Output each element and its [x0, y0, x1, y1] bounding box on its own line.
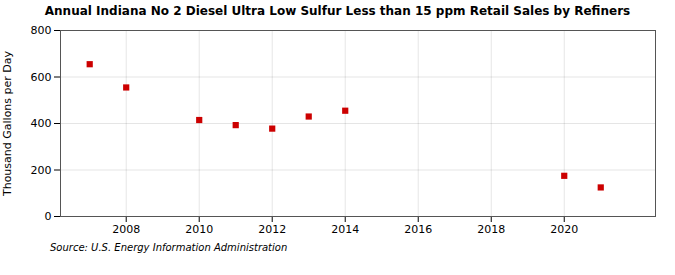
svg-text:400: 400 [31, 117, 52, 130]
html-text:Annual Indiana No 2 Diesel Ult: Annual Indiana No 2 Diesel Ultra Low Sul… [44, 4, 631, 18]
svg-text:2012: 2012 [258, 223, 286, 236]
svg-text:200: 200 [31, 164, 52, 177]
svg-text:0: 0 [45, 210, 52, 223]
svg-text:2008: 2008 [112, 223, 140, 236]
svg-text:2020: 2020 [550, 223, 578, 236]
svg-text:Thousand Gallons per Day: Thousand Gallons per Day [1, 50, 14, 197]
svg-text:2018: 2018 [477, 223, 505, 236]
html-text:Source: U.S. Energy Informatio: Source: U.S. Energy Information Administ… [50, 242, 288, 253]
svg-text:2014: 2014 [331, 223, 359, 236]
svg-text:2010: 2010 [185, 223, 213, 236]
svg-text:2016: 2016 [404, 223, 432, 236]
svg-text:800: 800 [31, 24, 52, 37]
svg-text:600: 600 [31, 71, 52, 84]
